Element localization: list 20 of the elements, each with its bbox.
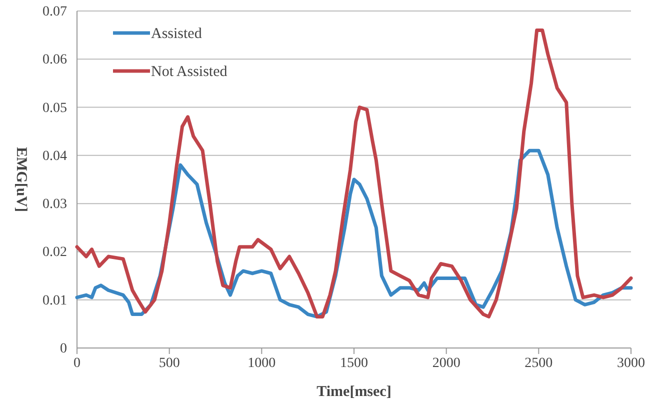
x-tick-label: 0 — [74, 356, 80, 371]
x-tick-label: 1000 — [248, 356, 276, 371]
y-tick-label: 0.06 — [42, 52, 67, 68]
legend-label: Assisted — [151, 26, 202, 42]
y-axis-title: EMG[uV] — [13, 147, 29, 212]
y-tick-label: 0.02 — [42, 245, 67, 260]
y-tick-label: 0 — [60, 341, 67, 356]
y-tick-label: 0.03 — [42, 197, 67, 212]
line-series — [75, 28, 633, 318]
x-tick-label: 2000 — [432, 356, 460, 371]
y-tick-label: 0.04 — [42, 148, 67, 164]
x-tick-label: 3000 — [617, 356, 645, 371]
x-axis-title: Time[msec] — [316, 384, 392, 400]
y-tick-label: 0.01 — [42, 293, 67, 308]
legend-label: Not Assisted — [151, 64, 228, 80]
y-tick-label: 0.07 — [42, 4, 67, 20]
x-tick-label: 1500 — [340, 356, 368, 371]
y-tick-label: 0.05 — [42, 100, 67, 116]
x-tick-label: 2500 — [524, 356, 553, 371]
x-tick-label: 500 — [158, 356, 180, 371]
